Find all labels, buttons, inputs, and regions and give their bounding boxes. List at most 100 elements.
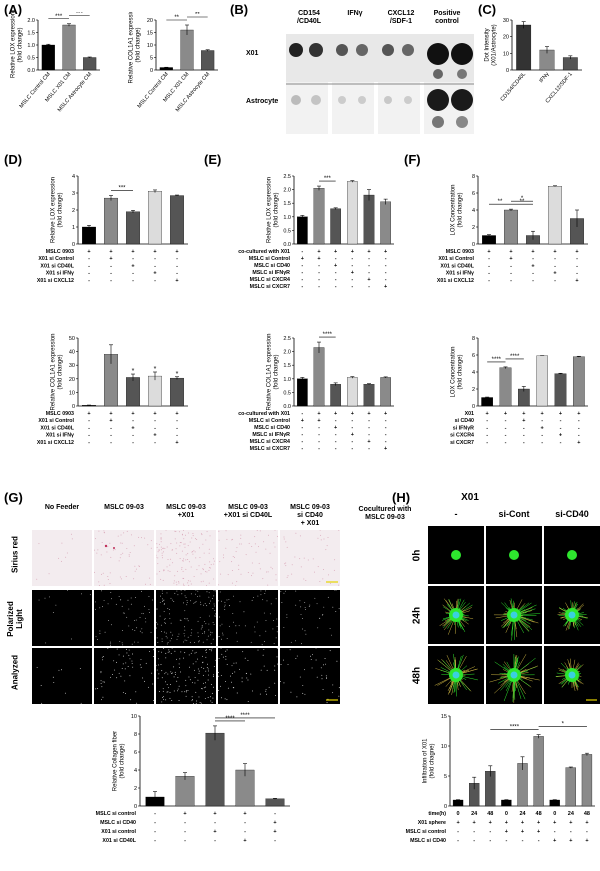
sign-cell: 48 (584, 811, 590, 817)
y-tick-label: 0.5 (283, 228, 291, 234)
row-label: MSLC si CD40 (410, 838, 446, 844)
y-tick-label: 8 (472, 174, 475, 180)
panel-label-c: (C) (478, 2, 497, 17)
row-label: si IFNγR (453, 425, 474, 431)
panel-label-g: (G) (4, 490, 23, 505)
y-tick-label: 2.5 (283, 174, 291, 180)
h-column-header: - (454, 509, 458, 519)
row-label: X01 si CD40L (40, 263, 74, 269)
y-axis-label: (fold change) (136, 27, 142, 62)
g-column-header: MSLC 09-03 +X01 (166, 504, 206, 519)
sign-cell: - (110, 278, 112, 284)
sirius-red-grid: No Feeder MSLC 09-03 MSLC 09-03 +X01 MSLC 0… (0, 498, 340, 710)
y-axis-label: (fold change) (458, 192, 464, 227)
bar (83, 57, 97, 71)
x-tick-label: MSLC Control CM (137, 71, 171, 109)
sign-cell: - (88, 263, 90, 269)
bar (565, 767, 576, 807)
sig-label: *** (118, 186, 126, 192)
y-tick-label: 0.0 (283, 242, 291, 248)
row-label: co-cultured with X01 (238, 249, 290, 255)
y-tick-label: 5 (150, 56, 153, 62)
row-label: MSLC si CD40 (100, 820, 136, 826)
sign-cell: - (578, 433, 580, 439)
sign-cell: - (554, 829, 556, 835)
blot-row-label: Astrocyte (246, 98, 279, 105)
sign-cell: - (351, 284, 353, 290)
dot-blot: CD154 /CD40L IFNγ CXCL12 /SDF-1 Positive co… (246, 10, 478, 150)
panel-label-h: (H) (392, 490, 411, 505)
y-tick-label: 15 (441, 714, 447, 720)
h-title: X01 (461, 492, 479, 503)
bar (82, 226, 96, 245)
sig-star: * (132, 368, 135, 375)
sign-cell: - (505, 433, 507, 439)
sign-cell: - (214, 820, 216, 826)
row-label: X01 sphere (418, 820, 446, 826)
sign-cell: + (473, 820, 476, 826)
y-tick-label: 6 (472, 191, 475, 197)
sign-cell: - (184, 820, 186, 826)
sign-cell: - (541, 433, 543, 439)
sign-cell: + (213, 811, 216, 817)
sign-cell: - (489, 829, 491, 835)
sign-cell: + (585, 820, 588, 826)
sig-label: **** (240, 713, 250, 719)
sign-cell: - (578, 418, 580, 424)
sig-label: **** (492, 357, 502, 363)
y-tick-label: 0 (506, 68, 509, 74)
row-label: MSLC si control (406, 829, 447, 835)
chart-d-col1a1: Relative COL1A1 expression (fold change) 0… (37, 333, 188, 446)
sign-cell: - (132, 440, 134, 446)
bar (126, 377, 140, 407)
sig-label: *** (324, 176, 332, 182)
sign-cell: - (457, 838, 459, 844)
sign-cell: - (88, 433, 90, 439)
row-label: time(h) (428, 811, 446, 817)
sig-label: **** (323, 332, 333, 338)
sign-cell: + (509, 256, 512, 262)
row-label: X01 si Control (38, 256, 74, 262)
sig-label: **** (510, 354, 520, 360)
sig-label: ** (174, 15, 179, 21)
bar (549, 799, 560, 807)
row-label: X01 si Control (438, 256, 474, 262)
sign-cell: + (553, 838, 556, 844)
sign-cell: - (335, 284, 337, 290)
sign-cell: - (301, 446, 303, 452)
sign-cell: + (153, 411, 156, 417)
analyzed-image (94, 648, 154, 704)
h-column-header: si-CD40 (555, 509, 589, 519)
sign-cell: + (317, 256, 320, 262)
y-tick-label: 4 (472, 370, 475, 376)
sign-cell: + (521, 820, 524, 826)
bar (347, 181, 358, 245)
sign-cell: - (88, 256, 90, 262)
sign-cell: - (489, 838, 491, 844)
y-tick-label: 2 (472, 387, 475, 393)
y-axis-label: Relative Collagen fiber (113, 731, 119, 791)
sign-cell: + (509, 249, 512, 255)
sign-cell: - (318, 270, 320, 276)
sign-cell: - (486, 418, 488, 424)
bar (572, 356, 585, 407)
y-axis-label: Infiltration of X01 (423, 738, 429, 784)
spheroid-grid: X01 Cocultured with MSLC 09-03 - si-Cont s… (340, 492, 600, 710)
y-tick-label: 0 (134, 804, 137, 810)
y-tick-label: 10 (503, 51, 509, 57)
y-axis-label: (fold chagne) (430, 743, 436, 778)
y-tick-label: 10 (441, 744, 447, 750)
sign-cell: + (351, 432, 354, 438)
h-row-label: 24h (411, 606, 423, 625)
y-axis-label: Dot Intensity (485, 28, 491, 61)
sign-cell: - (368, 256, 370, 262)
sign-cell: + (109, 418, 112, 424)
sign-cell: - (351, 446, 353, 452)
sirius-red-image (280, 530, 340, 586)
sign-cell: - (510, 278, 512, 284)
analyzed-image (32, 648, 92, 704)
sig-label: * (521, 196, 524, 202)
sign-cell: - (176, 418, 178, 424)
sign-cell: - (576, 263, 578, 269)
sig-label: **** (510, 725, 520, 731)
